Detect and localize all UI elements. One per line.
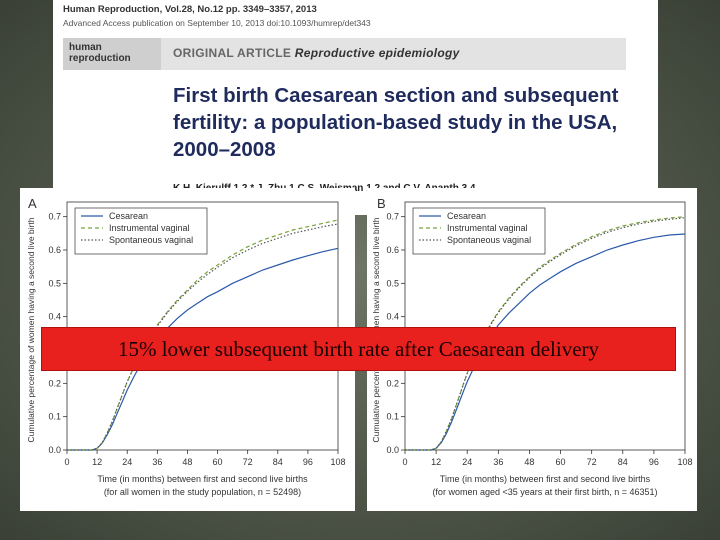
x-tick-label: 24: [122, 457, 132, 467]
x-tick-label: 48: [524, 457, 534, 467]
legend-label: Cesarean: [447, 211, 486, 221]
plot-frame: [404, 201, 686, 451]
legend-label: Spontaneous vaginal: [447, 235, 531, 245]
panel-label: A: [28, 196, 37, 211]
y-tick-label: 0.5: [386, 278, 399, 288]
y-tick-label: 0.2: [48, 378, 61, 388]
x-axis-sublabel: (for women aged <35 years at their first…: [432, 487, 657, 497]
finding-banner-text: 15% lower subsequent birth rate after Ca…: [117, 336, 600, 361]
x-axis-label: Time (in months) between first and secon…: [440, 474, 651, 484]
x-tick-label: 72: [243, 457, 253, 467]
x-tick-label: 12: [431, 457, 441, 467]
y-tick-label: 0.2: [386, 378, 399, 388]
legend-label: Cesarean: [109, 211, 148, 221]
x-tick-label: 60: [556, 457, 566, 467]
y-axis-label: Cumulative percentage of women having a …: [26, 217, 36, 442]
x-tick-label: 0: [402, 457, 407, 467]
x-tick-label: 60: [213, 457, 223, 467]
legend-label: Instrumental vaginal: [109, 223, 190, 233]
x-tick-label: 108: [677, 457, 692, 467]
finding-banner: 15% lower subsequent birth rate after Ca…: [41, 327, 676, 371]
x-axis-sublabel: (for all women in the study population, …: [104, 487, 301, 497]
x-tick-label: 84: [273, 457, 283, 467]
x-tick-label: 96: [303, 457, 313, 467]
x-tick-label: 84: [618, 457, 628, 467]
article-type: ORIGINAL ARTICLE Reproductive epidemiolo…: [173, 46, 460, 60]
y-tick-label: 0.4: [386, 312, 399, 322]
journal-logo-text: human reproduction: [69, 42, 131, 64]
y-tick-label: 0.0: [48, 445, 61, 455]
y-tick-label: 0.6: [48, 245, 61, 255]
article-type-label: ORIGINAL ARTICLE: [173, 46, 292, 60]
y-tick-label: 0.7: [386, 212, 399, 222]
y-tick-label: 0.6: [386, 245, 399, 255]
x-axis-label: Time (in months) between first and secon…: [97, 474, 308, 484]
x-tick-label: 108: [330, 457, 345, 467]
y-tick-label: 0.7: [48, 212, 61, 222]
x-tick-label: 12: [92, 457, 102, 467]
advance-access-line: Advanced Access publication on September…: [63, 18, 371, 28]
x-tick-label: 36: [152, 457, 162, 467]
article-subtype-label: Reproductive epidemiology: [294, 46, 460, 60]
y-tick-label: 0.1: [48, 412, 61, 422]
x-tick-label: 96: [649, 457, 659, 467]
y-tick-label: 0.1: [386, 412, 399, 422]
plot-frame: [66, 201, 339, 451]
journal-logo: human reproduction: [63, 38, 161, 70]
x-tick-label: 36: [493, 457, 503, 467]
y-tick-label: 0.4: [48, 312, 61, 322]
paper-title: First birth Caesarean section and subseq…: [173, 84, 619, 161]
x-tick-label: 72: [587, 457, 597, 467]
series-line-0: [405, 233, 686, 451]
panel-label: B: [377, 196, 386, 211]
article-header-bar: human reproduction ORIGINAL ARTICLE Repr…: [63, 38, 626, 70]
series-line-2: [405, 217, 686, 451]
series-line-2: [67, 223, 339, 451]
x-tick-label: 24: [462, 457, 472, 467]
x-tick-label: 0: [64, 457, 69, 467]
journal-citation: Human Reproduction, Vol.28, No.12 pp. 33…: [63, 4, 317, 15]
x-tick-label: 48: [182, 457, 192, 467]
paper-header-image: Human Reproduction, Vol.28, No.12 pp. 33…: [53, 0, 658, 215]
y-tick-label: 0.0: [386, 445, 399, 455]
y-tick-label: 0.5: [48, 278, 61, 288]
legend-label: Instrumental vaginal: [447, 223, 528, 233]
legend-label: Spontaneous vaginal: [109, 235, 193, 245]
